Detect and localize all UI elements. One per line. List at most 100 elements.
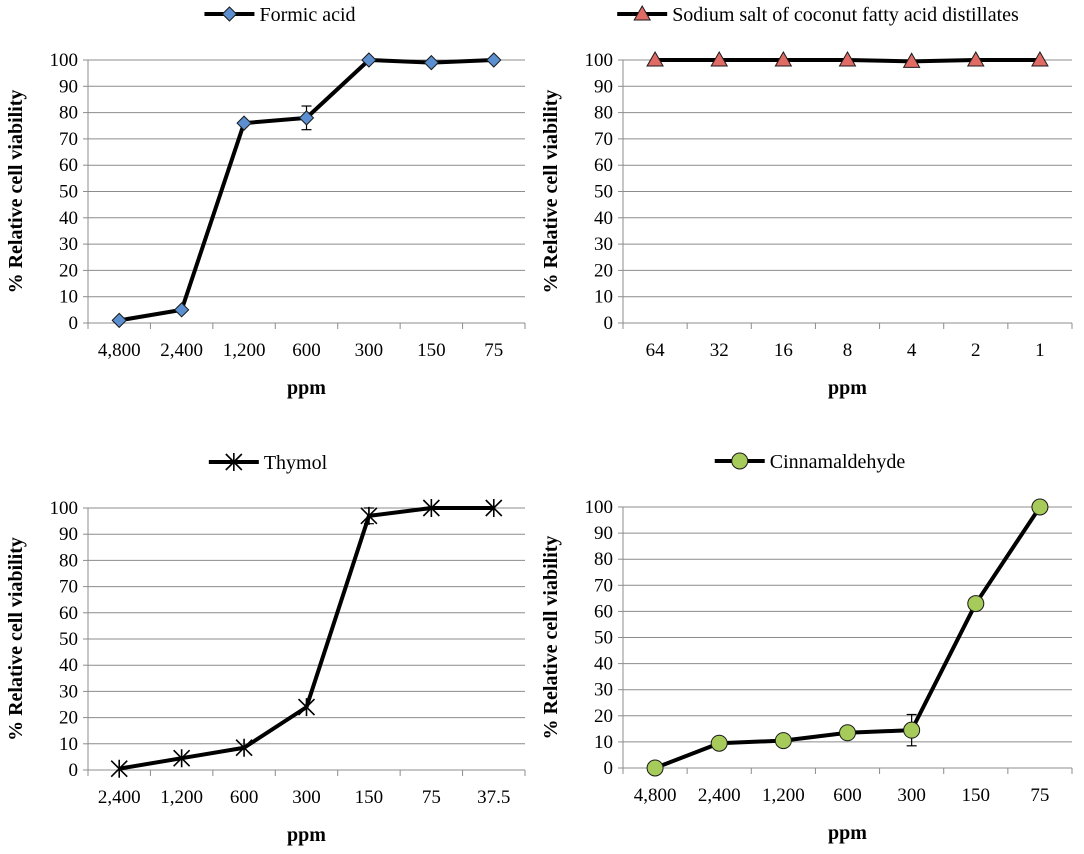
- x-axis-title: ppm: [828, 822, 867, 844]
- x-tick-label: 600: [230, 787, 259, 808]
- x-tick-label: 1,200: [160, 787, 203, 808]
- y-tick-label: 70: [594, 129, 613, 150]
- data-point: [966, 50, 985, 67]
- chart-panel-sodium-salt: 0 10 20 30 40 50 60 70 80 90 100 64 32 16 8 4 2 1 ppm % Rel…: [540, 4, 1073, 399]
- y-tick-label: 70: [59, 577, 78, 598]
- y-tick-label: 30: [594, 680, 613, 701]
- y-axis-title: % Relative cell viability: [5, 90, 27, 294]
- chart-panel-formic-acid: 0 10 20 30 40 50 60 70 80 90 100 4,800 2,400 1,200 600…: [5, 4, 526, 399]
- x-tick-label: 37.5: [477, 787, 510, 808]
- y-tick-label: 20: [594, 706, 613, 727]
- x-axis-title: ppm: [287, 377, 326, 399]
- x-tick-label: 64: [646, 340, 666, 361]
- y-tick-label: 50: [594, 628, 613, 649]
- y-axis-title: % Relative cell viability: [540, 90, 562, 294]
- y-tick-label: 30: [59, 681, 78, 702]
- data-point: [173, 749, 191, 768]
- legend-label: Cinnamaldehyde: [770, 451, 906, 473]
- y-tick-label: 50: [59, 629, 78, 650]
- legend-marker: [221, 6, 238, 22]
- y-tick-label: 40: [59, 208, 78, 229]
- x-tick-label: 600: [292, 340, 321, 361]
- y-tick-label: 30: [594, 234, 613, 255]
- data-point: [902, 52, 921, 68]
- data-point: [423, 54, 440, 71]
- y-tick-label: 60: [594, 601, 613, 622]
- series-line-formic-acid: [118, 58, 494, 323]
- legend-marker: [731, 452, 749, 470]
- data-point: [839, 724, 856, 742]
- data-point: [422, 499, 440, 517]
- x-tick-label: 1: [1035, 340, 1045, 361]
- y-tick-label: 10: [59, 734, 78, 755]
- y-tick-label: 40: [594, 208, 613, 229]
- chart-panel-thymol: 0 10 20 30 40 50 60 70 80 90 100 2,400 1,200 600 300 15…: [5, 452, 526, 846]
- x-tick-label: 150: [355, 787, 384, 808]
- data-point: [235, 738, 253, 757]
- y-tick-label: 90: [594, 523, 613, 544]
- x-tick-label: 16: [774, 340, 793, 361]
- x-tick-label: 300: [897, 785, 926, 806]
- y-tick-label: 60: [59, 603, 78, 624]
- data-point: [485, 499, 503, 517]
- x-tick-label: 2: [971, 340, 981, 361]
- y-tick-label: 50: [594, 182, 613, 203]
- data-point: [838, 50, 857, 67]
- data-point: [710, 50, 729, 67]
- x-tick-label: 150: [417, 340, 446, 361]
- y-tick-label: 20: [59, 260, 78, 281]
- x-tick-label: 4,800: [634, 785, 677, 806]
- y-tick-label: 90: [59, 524, 78, 545]
- x-tick-label: 600: [833, 785, 862, 806]
- y-axis-title: % Relative cell viability: [5, 537, 27, 741]
- x-tick-label: 150: [962, 785, 991, 806]
- x-axis-title: ppm: [828, 377, 867, 399]
- data-point: [173, 302, 190, 318]
- chart-panel-cinnamaldehyde: 0 10 20 30 40 50 60 70 80 90 100 4,800 2,400 1,200 600…: [540, 451, 1073, 844]
- data-point: [903, 721, 921, 739]
- y-tick-label: 100: [50, 498, 79, 519]
- data-point: [646, 50, 664, 67]
- series-line-thymol: [118, 506, 494, 771]
- legend-label: Thymol: [264, 452, 328, 474]
- data-point: [967, 595, 985, 613]
- data-point: [1031, 50, 1049, 67]
- y-tick-label: 0: [604, 758, 614, 779]
- y-tick-label: 90: [59, 76, 78, 97]
- legend-label: Formic acid: [259, 4, 355, 26]
- data-point: [360, 506, 378, 525]
- data-point: [361, 52, 377, 68]
- y-tick-label: 0: [69, 313, 79, 334]
- y-tick-label: 50: [59, 182, 78, 203]
- x-tick-label: 2,400: [98, 787, 141, 808]
- legend-label: Sodium salt of coconut fatty acid distil…: [672, 4, 1019, 26]
- y-tick-label: 80: [594, 103, 613, 124]
- y-tick-label: 10: [594, 732, 613, 753]
- x-axis-title: ppm: [287, 824, 326, 846]
- y-tick-label: 80: [594, 549, 613, 570]
- legend-marker: [225, 453, 243, 471]
- y-tick-label: 20: [59, 708, 78, 729]
- x-tick-label: 75: [422, 787, 441, 808]
- y-tick-label: 0: [69, 760, 79, 781]
- x-tick-label: 32: [710, 340, 729, 361]
- x-tick-label: 8: [843, 340, 853, 361]
- y-tick-label: 30: [59, 234, 78, 255]
- data-point: [1031, 498, 1049, 516]
- x-tick-label: 75: [484, 340, 503, 361]
- y-tick-label: 70: [59, 129, 78, 150]
- legend-marker: [633, 4, 652, 21]
- data-point: [298, 110, 315, 126]
- y-tick-label: 70: [594, 575, 613, 596]
- y-tick-label: 60: [594, 155, 613, 176]
- y-tick-label: 10: [594, 287, 613, 308]
- y-tick-label: 0: [604, 313, 614, 334]
- x-tick-label: 300: [355, 340, 384, 361]
- y-tick-label: 80: [59, 550, 78, 571]
- x-tick-label: 75: [1030, 785, 1049, 806]
- data-point: [110, 759, 128, 778]
- y-axis-title: % Relative cell viability: [540, 536, 562, 740]
- y-tick-label: 10: [59, 287, 78, 308]
- x-tick-label: 1,200: [223, 340, 266, 361]
